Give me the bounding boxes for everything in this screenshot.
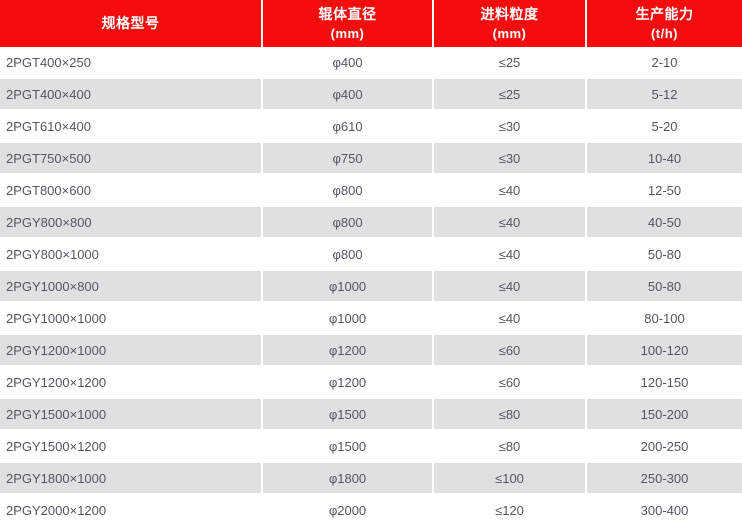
cell-model: 2PGY1000×800 [0, 270, 263, 303]
cell-model: 2PGY1500×1000 [0, 398, 263, 431]
cell-diameter: φ750 [262, 142, 434, 175]
cell-model: 2PGT610×400 [0, 110, 263, 143]
table-row: 2PGY1800×1000 φ1800 ≤100 250-300 [0, 462, 742, 495]
cell-diameter: φ1800 [262, 462, 434, 495]
table-row: 2PGY1000×1000 φ1000 ≤40 80-100 [0, 302, 742, 335]
cell-capacity: 50-80 [586, 270, 742, 303]
cell-feed: ≤120 [433, 494, 587, 525]
cell-diameter: φ1200 [262, 334, 434, 367]
table-header: 规格型号 辊体直径 (mm) 进料粒度 (mm) 生产能力 (t/h) [0, 0, 742, 47]
table-row: 2PGY1500×1000 φ1500 ≤80 150-200 [0, 398, 742, 431]
cell-model: 2PGY1800×1000 [0, 462, 263, 495]
cell-feed: ≤80 [433, 430, 587, 463]
cell-diameter: φ610 [262, 110, 434, 143]
column-header-feed-title: 进料粒度 [480, 5, 539, 22]
column-header-diameter-unit: (mm) [330, 25, 365, 41]
cell-model: 2PGY1200×1200 [0, 366, 263, 399]
column-header-capacity-unit: (t/h) [650, 25, 679, 41]
table-row: 2PGY1000×800 φ1000 ≤40 50-80 [0, 270, 742, 303]
cell-feed: ≤40 [433, 174, 587, 207]
table-row: 2PGY800×800 φ800 ≤40 40-50 [0, 206, 742, 239]
table-row: 2PGT610×400 φ610 ≤30 5-20 [0, 110, 742, 143]
table-row: 2PGT400×250 φ400 ≤25 2-10 [0, 47, 742, 79]
cell-feed: ≤80 [433, 398, 587, 431]
cell-capacity: 80-100 [586, 302, 742, 335]
cell-capacity: 120-150 [586, 366, 742, 399]
cell-model: 2PGT400×400 [0, 78, 263, 111]
cell-capacity: 50-80 [586, 238, 742, 271]
column-header-feed-unit: (mm) [492, 25, 527, 41]
table-row: 2PGY1500×1200 φ1500 ≤80 200-250 [0, 430, 742, 463]
column-header-diameter-title: 辊体直径 [318, 5, 377, 22]
cell-diameter: φ1000 [262, 302, 434, 335]
cell-feed: ≤25 [433, 78, 587, 111]
column-header-capacity: 生产能力 (t/h) [586, 0, 742, 47]
cell-capacity: 5-20 [586, 110, 742, 143]
column-header-diameter: 辊体直径 (mm) [262, 0, 434, 47]
cell-capacity: 300-400 [586, 494, 742, 525]
table-row: 2PGT750×500 φ750 ≤30 10-40 [0, 142, 742, 175]
cell-capacity: 40-50 [586, 206, 742, 239]
cell-feed: ≤40 [433, 206, 587, 239]
column-header-model-title: 规格型号 [101, 15, 160, 31]
cell-model: 2PGY800×1000 [0, 238, 263, 271]
cell-model: 2PGT750×500 [0, 142, 263, 175]
table-body: 2PGT400×250 φ400 ≤25 2-10 2PGT400×400 φ400 ≤25… [0, 47, 742, 525]
cell-capacity: 2-10 [586, 47, 742, 79]
cell-model: 2PGT800×600 [0, 174, 263, 207]
cell-capacity: 150-200 [586, 398, 742, 431]
cell-diameter: φ1500 [262, 398, 434, 431]
cell-capacity: 100-120 [586, 334, 742, 367]
cell-diameter: φ400 [262, 47, 434, 79]
cell-feed: ≤40 [433, 302, 587, 335]
cell-model: 2PGT400×250 [0, 47, 263, 79]
cell-feed: ≤30 [433, 142, 587, 175]
column-header-capacity-title: 生产能力 [635, 5, 694, 22]
cell-feed: ≤40 [433, 238, 587, 271]
cell-diameter: φ1000 [262, 270, 434, 303]
cell-feed: ≤60 [433, 366, 587, 399]
cell-capacity: 200-250 [586, 430, 742, 463]
cell-model: 2PGY1500×1200 [0, 430, 263, 463]
table-header-row: 规格型号 辊体直径 (mm) 进料粒度 (mm) 生产能力 (t/h) [0, 0, 742, 47]
cell-capacity: 10-40 [586, 142, 742, 175]
cell-model: 2PGY1000×1000 [0, 302, 263, 335]
table-row: 2PGY2000×1200 φ2000 ≤120 300-400 [0, 494, 742, 525]
cell-diameter: φ1200 [262, 366, 434, 399]
cell-capacity: 250-300 [586, 462, 742, 495]
column-header-model: 规格型号 [0, 0, 263, 47]
cell-capacity: 5-12 [586, 78, 742, 111]
cell-model: 2PGY800×800 [0, 206, 263, 239]
table-row: 2PGY1200×1200 φ1200 ≤60 120-150 [0, 366, 742, 399]
cell-diameter: φ1500 [262, 430, 434, 463]
table-row: 2PGT800×600 φ800 ≤40 12-50 [0, 174, 742, 207]
cell-feed: ≤25 [433, 47, 587, 79]
column-header-feed: 进料粒度 (mm) [433, 0, 587, 47]
cell-diameter: φ2000 [262, 494, 434, 525]
cell-diameter: φ400 [262, 78, 434, 111]
cell-feed: ≤60 [433, 334, 587, 367]
cell-feed: ≤40 [433, 270, 587, 303]
cell-diameter: φ800 [262, 238, 434, 271]
table-row: 2PGY800×1000 φ800 ≤40 50-80 [0, 238, 742, 271]
cell-feed: ≤30 [433, 110, 587, 143]
cell-model: 2PGY1200×1000 [0, 334, 263, 367]
cell-model: 2PGY2000×1200 [0, 494, 263, 525]
cell-capacity: 12-50 [586, 174, 742, 207]
table-row: 2PGY1200×1000 φ1200 ≤60 100-120 [0, 334, 742, 367]
cell-diameter: φ800 [262, 174, 434, 207]
cell-feed: ≤100 [433, 462, 587, 495]
cell-diameter: φ800 [262, 206, 434, 239]
table-row: 2PGT400×400 φ400 ≤25 5-12 [0, 78, 742, 111]
